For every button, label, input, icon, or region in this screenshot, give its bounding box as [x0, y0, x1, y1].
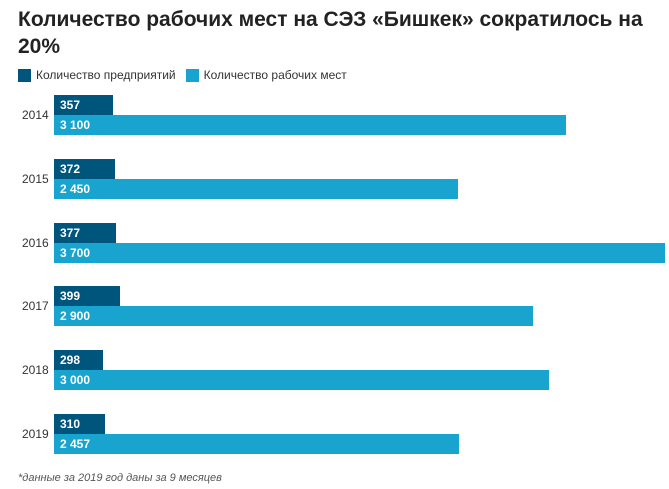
data-label: 377 — [60, 225, 81, 240]
legend-swatch-enterprises — [18, 68, 31, 82]
legend-item-enterprises: Количество предприятий — [18, 68, 176, 82]
data-label: 3 100 — [60, 118, 91, 132]
year-label: 2018 — [22, 363, 49, 378]
data-label: 2 900 — [60, 309, 91, 324]
footnote: *данные за 2019 год даны за 9 месяцев — [18, 472, 222, 484]
legend-swatch-jobs — [185, 68, 199, 82]
legend-label: Количество предприятий — [36, 68, 176, 82]
legend: Количество предприятий Количество рабочи… — [18, 68, 347, 82]
data-label: 399 — [60, 289, 81, 304]
data-label: 2 457 — [60, 437, 91, 451]
bar-enterprises: 310 — [54, 414, 106, 434]
data-label: 310 — [60, 417, 81, 431]
bar-enterprises: 377 — [54, 222, 117, 243]
bar-jobs: 3 000 — [54, 370, 549, 391]
data-label: 357 — [60, 98, 81, 112]
bar-jobs: 3 700 — [54, 242, 665, 263]
legend-label: Количество рабочих мест — [203, 68, 347, 82]
year-label: 2019 — [22, 427, 49, 441]
data-label: 3 000 — [60, 373, 91, 388]
year-label: 2015 — [22, 171, 49, 186]
year-label: 2014 — [22, 108, 49, 122]
bar-jobs: 2 450 — [54, 178, 459, 199]
data-label: 3 700 — [60, 245, 91, 260]
bar-jobs: 3 100 — [54, 115, 566, 135]
bar-jobs: 2 900 — [54, 306, 533, 327]
year-label: 2016 — [22, 235, 49, 250]
bar-enterprises: 357 — [54, 95, 113, 115]
bar-jobs: 2 457 — [54, 434, 460, 454]
bar-enterprises: 399 — [54, 286, 120, 307]
chart-title: Количество рабочих мест на СЭЗ «Бишкек» … — [18, 8, 643, 58]
bar-enterprises: 298 — [54, 350, 104, 371]
year-label: 2017 — [22, 299, 49, 314]
data-label: 2 450 — [60, 181, 91, 196]
bar-enterprises: 372 — [54, 158, 116, 179]
legend-item-jobs: Количество рабочих мест — [185, 68, 347, 82]
data-label: 298 — [60, 353, 81, 368]
data-label: 372 — [60, 161, 81, 176]
